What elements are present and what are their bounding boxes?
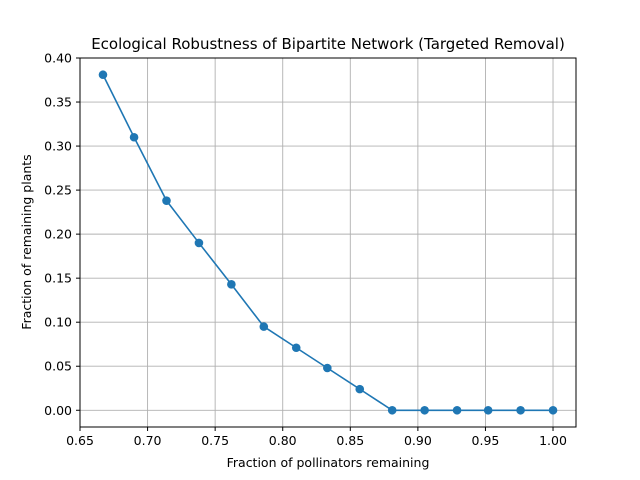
x-axis-label: Fraction of pollinators remaining: [227, 455, 430, 470]
data-point: [387, 405, 397, 415]
data-point: [548, 405, 558, 415]
x-tick-label: 0.80: [269, 433, 297, 448]
data-point: [227, 280, 236, 289]
data-point: [194, 238, 204, 248]
y-tick-label: 0.25: [44, 183, 72, 198]
x-tick-label: 0.65: [66, 433, 94, 448]
data-point: [355, 384, 365, 394]
y-tick-label: 0.00: [44, 403, 72, 418]
y-tick-label: 0.20: [44, 227, 72, 242]
x-tick-label: 0.85: [336, 433, 364, 448]
y-tick-label: 0.35: [44, 95, 72, 110]
data-point: [291, 343, 301, 353]
data-point: [483, 405, 493, 415]
x-tick-label: 0.70: [134, 433, 162, 448]
data-point: [129, 132, 139, 142]
chart-title: Ecological Robustness of Bipartite Netwo…: [91, 35, 565, 53]
data-point: [420, 405, 429, 415]
x-tick-label: 0.95: [472, 433, 500, 448]
x-tick-label: 0.90: [404, 433, 432, 448]
x-tick-label: 0.75: [201, 433, 229, 448]
data-point: [452, 405, 462, 415]
data-point: [516, 405, 525, 415]
data-point: [259, 322, 269, 331]
data-point: [98, 70, 108, 80]
y-tick-label: 0.05: [44, 359, 72, 374]
x-tick-label: 1.00: [539, 433, 567, 448]
data-point: [162, 196, 171, 205]
plot-frame: [79, 57, 577, 428]
y-axis-label: Fraction of remaining plants: [19, 154, 34, 329]
y-tick-label: 0.40: [44, 51, 72, 66]
data-point: [323, 363, 332, 373]
series-layer: [98, 70, 558, 415]
y-tick-label: 0.30: [44, 139, 72, 154]
y-tick-label: 0.10: [44, 315, 72, 330]
y-tick-label: 0.15: [44, 271, 72, 286]
ticks-layer: 0.65 0.70 0.75 0.80 0.85 0.90 0.95 1.00 0.00 0.05…: [44, 51, 567, 449]
